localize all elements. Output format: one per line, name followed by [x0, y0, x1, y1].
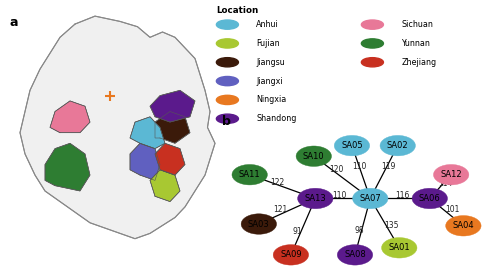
- Circle shape: [380, 136, 416, 156]
- Circle shape: [362, 39, 384, 48]
- Circle shape: [362, 58, 384, 67]
- Circle shape: [216, 114, 238, 123]
- Circle shape: [352, 188, 388, 209]
- Text: 116: 116: [395, 191, 409, 200]
- Text: SA02: SA02: [387, 141, 408, 150]
- Text: SA08: SA08: [344, 250, 366, 259]
- Text: Sichuan: Sichuan: [402, 20, 434, 29]
- Polygon shape: [150, 90, 195, 122]
- Text: Shandong: Shandong: [256, 114, 297, 123]
- Circle shape: [334, 136, 370, 156]
- Text: SA07: SA07: [360, 194, 381, 203]
- Text: SA06: SA06: [419, 194, 440, 203]
- Circle shape: [362, 20, 384, 29]
- Circle shape: [412, 188, 448, 209]
- Text: 122: 122: [270, 178, 284, 187]
- Text: a: a: [10, 16, 18, 29]
- Text: 120: 120: [330, 165, 344, 174]
- Circle shape: [382, 238, 417, 258]
- Circle shape: [273, 245, 308, 265]
- Text: SA05: SA05: [341, 141, 363, 150]
- Text: Jiangxi: Jiangxi: [256, 76, 283, 86]
- Polygon shape: [45, 143, 90, 191]
- Circle shape: [216, 39, 238, 48]
- Circle shape: [216, 58, 238, 67]
- Text: Ningxia: Ningxia: [256, 95, 286, 104]
- Text: 110: 110: [352, 162, 367, 171]
- Text: Location: Location: [216, 6, 258, 15]
- Text: SA03: SA03: [248, 219, 270, 229]
- Text: Anhui: Anhui: [256, 20, 279, 29]
- Text: SA09: SA09: [280, 250, 301, 259]
- Text: b: b: [222, 115, 230, 128]
- Text: 110: 110: [332, 191, 347, 200]
- Text: 101: 101: [446, 205, 460, 214]
- Circle shape: [232, 164, 268, 185]
- Circle shape: [216, 76, 238, 86]
- Text: SA01: SA01: [388, 243, 410, 252]
- Text: Jiangsu: Jiangsu: [256, 58, 285, 67]
- Text: Zhejiang: Zhejiang: [402, 58, 436, 67]
- Text: 135: 135: [384, 221, 399, 230]
- Circle shape: [298, 188, 333, 209]
- Text: 114: 114: [438, 179, 452, 188]
- Text: SA04: SA04: [452, 221, 474, 230]
- Text: SA12: SA12: [440, 170, 462, 179]
- Text: SA11: SA11: [239, 170, 260, 179]
- Polygon shape: [155, 112, 190, 143]
- Circle shape: [216, 95, 238, 105]
- Polygon shape: [155, 143, 185, 175]
- Polygon shape: [20, 16, 215, 239]
- Polygon shape: [130, 143, 160, 181]
- Polygon shape: [50, 101, 90, 133]
- Circle shape: [434, 164, 469, 185]
- Circle shape: [216, 20, 238, 29]
- Circle shape: [241, 214, 276, 234]
- Polygon shape: [130, 117, 165, 148]
- Text: Fujian: Fujian: [256, 39, 280, 48]
- Text: 91: 91: [292, 227, 302, 236]
- Text: 119: 119: [382, 162, 396, 171]
- Text: SA13: SA13: [304, 194, 326, 203]
- Text: SA10: SA10: [303, 152, 324, 161]
- Text: 121: 121: [273, 205, 287, 214]
- Circle shape: [446, 216, 481, 236]
- Text: Yunnan: Yunnan: [402, 39, 430, 48]
- Text: 98: 98: [354, 226, 364, 235]
- Polygon shape: [150, 170, 180, 201]
- Circle shape: [296, 146, 332, 166]
- Circle shape: [338, 245, 372, 265]
